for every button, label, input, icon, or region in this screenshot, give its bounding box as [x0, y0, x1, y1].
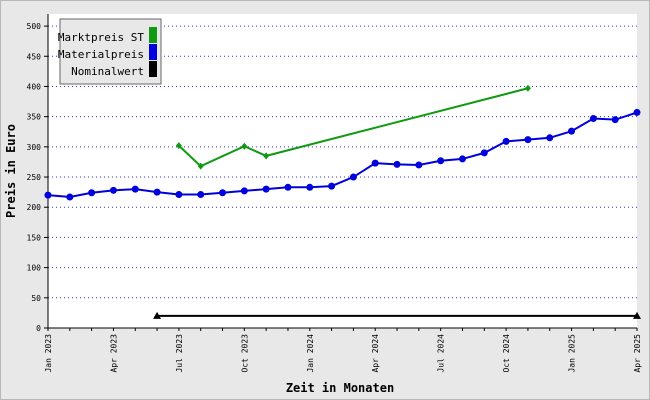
x-tick-labels: Jan 2023 Apr 2023 Jul 2023 Oct 2023 Jan 2024… [44, 334, 642, 373]
x-tick-label: Jul 2024 [437, 334, 446, 373]
data-point [415, 161, 423, 169]
axes [44, 14, 638, 331]
data-point [153, 188, 161, 196]
data-point [568, 127, 576, 135]
y-tick-label: 450 [27, 52, 42, 61]
data-point [480, 149, 488, 157]
data-point [633, 108, 641, 116]
data-point [175, 142, 182, 150]
x-tick-label: Jan 2023 [44, 334, 53, 373]
data-point [611, 116, 619, 124]
data-point [284, 183, 292, 191]
legend-box [59, 18, 162, 85]
y-tick-label: 150 [27, 233, 42, 242]
series-line-materialpreis [47, 111, 638, 198]
y-axis-title: Preis in Euro [4, 124, 18, 218]
y-tick-label: 500 [27, 22, 42, 31]
data-point [502, 137, 510, 145]
y-tick-label: 50 [31, 294, 41, 303]
data-point [306, 183, 314, 191]
series-layer [44, 84, 641, 319]
data-point [197, 191, 205, 199]
data-point [44, 191, 52, 199]
data-point [524, 136, 532, 144]
data-point [371, 159, 379, 167]
data-point [458, 155, 466, 163]
x-tick-label: Jan 2024 [306, 334, 315, 373]
data-point [66, 193, 74, 201]
data-point [131, 185, 139, 193]
legend: Marktpreis ST Materialpreis Nominalwert [58, 18, 162, 85]
data-point [393, 160, 401, 168]
data-point [153, 311, 162, 319]
data-point [524, 84, 531, 92]
legend-swatch-nominalwert [149, 61, 157, 77]
data-point [437, 157, 445, 165]
y-tick-label: 200 [27, 203, 42, 212]
x-axis-title: Zeit in Monaten [286, 381, 394, 395]
x-tick-label: Oct 2023 [240, 334, 249, 373]
y-tick-label: 100 [27, 264, 42, 273]
legend-swatch-marktpreis [149, 27, 157, 43]
y-tick-label: 0 [36, 324, 41, 333]
x-tick-label: Jul 2023 [175, 334, 184, 373]
legend-label-nominalwert: Nominalwert [71, 65, 144, 78]
data-point [109, 186, 117, 194]
data-point [240, 187, 248, 195]
data-point [328, 182, 336, 190]
data-point [349, 173, 357, 181]
data-point [197, 162, 204, 170]
data-point [219, 189, 227, 197]
x-tick-label: Jan 2025 [568, 334, 577, 373]
legend-label-materialpreis: Materialpreis [58, 48, 144, 61]
data-point [175, 191, 183, 199]
legend-label-marktpreis: Marktpreis ST [58, 31, 144, 44]
data-point [589, 114, 597, 122]
data-point [263, 152, 270, 160]
data-point [546, 134, 554, 142]
x-tick-label: Apr 2023 [109, 334, 118, 373]
legend-swatch-materialpreis [149, 44, 157, 60]
data-point [241, 142, 248, 150]
y-tick-label: 400 [27, 82, 42, 91]
y-tick-label: 300 [27, 143, 42, 152]
data-point [262, 185, 270, 193]
y-tick-label: 250 [27, 173, 42, 182]
y-tick-label: 350 [27, 113, 42, 122]
x-tick-label: Apr 2024 [371, 334, 380, 373]
data-point [88, 189, 96, 197]
x-tick-label: Apr 2025 [633, 334, 642, 373]
y-tick-labels: 0 50 100 150 200 250 300 350 400 450 500 [27, 22, 42, 333]
data-point [633, 311, 641, 319]
x-tick-label: Oct 2024 [502, 334, 511, 373]
